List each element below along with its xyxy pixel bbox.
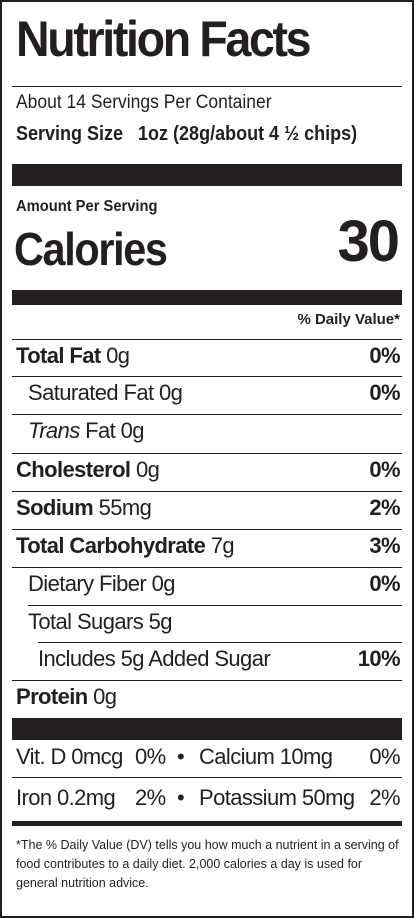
cholesterol-row: Cholesterol 0g	[16, 457, 160, 483]
added-sugars-dv: 10%	[357, 646, 401, 671]
cholesterol-amount: 0g	[135, 457, 160, 482]
trans-fat-rest: Fat 0g	[85, 418, 144, 443]
divider	[28, 605, 402, 606]
divider	[12, 529, 402, 530]
total-fat-label: Total Fat	[16, 343, 101, 368]
thick-divider	[12, 164, 402, 186]
total-fat-amount: 0g	[106, 343, 130, 368]
divider	[12, 777, 402, 778]
iron-dv: 2%	[135, 785, 166, 810]
serving-size: Serving Size 1oz (28g/about 4 ½ chips)	[16, 123, 357, 146]
total-carbohydrate-amount: 7g	[210, 533, 235, 558]
serving-size-value: 1oz (28g/about 4 ½ chips)	[138, 123, 358, 145]
footnote-divider	[12, 821, 402, 826]
divider	[12, 680, 402, 681]
servings-per-container: About 14 Servings Per Container	[16, 92, 272, 113]
calcium-dv: 0%	[369, 744, 400, 769]
divider	[12, 567, 402, 568]
total-carbohydrate-row: Total Carbohydrate 7g	[16, 533, 235, 559]
total-carbohydrate-dv: 3%	[369, 533, 400, 558]
dietary-fiber-label: Dietary Fiber 0g	[28, 571, 176, 596]
total-fat-dv: 0%	[369, 343, 400, 368]
divider	[12, 414, 402, 415]
divider	[12, 491, 402, 492]
sodium-row: Sodium 55mg	[16, 495, 152, 521]
added-sugars-label: Includes 5g Added Sugar	[38, 646, 271, 671]
cholesterol-label: Cholesterol	[16, 457, 131, 482]
thick-divider	[12, 718, 402, 740]
daily-value-header: % Daily Value*	[297, 311, 400, 328]
serving-size-label: Serving Size	[16, 123, 124, 145]
calories-label: Calories	[14, 223, 168, 275]
vit-d-dv: 0%	[135, 744, 166, 769]
saturated-fat-dv: 0%	[369, 380, 400, 405]
protein-label: Protein	[16, 684, 88, 709]
divider	[12, 339, 402, 340]
calories-value: 30	[337, 209, 399, 274]
panel-title: Nutrition Facts	[16, 11, 312, 67]
potassium-dv: 2%	[369, 785, 400, 810]
amount-per-serving: Amount Per Serving	[16, 198, 158, 215]
sodium-dv: 2%	[369, 495, 400, 520]
divider	[12, 453, 402, 454]
vit-d: Vit. D 0mcg	[16, 744, 123, 769]
trans-fat-row: Trans Fat 0g	[28, 418, 145, 444]
total-carbohydrate-label: Total Carbohydrate	[16, 533, 206, 558]
medium-divider	[12, 290, 402, 305]
protein-amount: 0g	[93, 684, 117, 709]
total-fat-row: Total Fat 0g	[16, 343, 130, 369]
divider	[12, 376, 402, 377]
divider	[12, 86, 402, 87]
calcium: Calcium 10mg	[199, 744, 333, 769]
bullet-separator: •	[177, 744, 185, 769]
potassium: Potassium 50mg	[199, 785, 355, 810]
sodium-amount: 55mg	[98, 495, 152, 520]
divider	[38, 642, 402, 643]
dietary-fiber-dv: 0%	[369, 571, 400, 596]
sodium-label: Sodium	[16, 495, 94, 520]
total-sugars-label: Total Sugars 5g	[28, 609, 172, 634]
trans-fat-italic: Trans	[28, 418, 80, 443]
footnote: *The % Daily Value (DV) tells you how mu…	[16, 838, 399, 890]
cholesterol-dv: 0%	[369, 457, 400, 482]
iron: Iron 0.2mg	[16, 785, 116, 810]
bullet-separator: •	[177, 785, 185, 810]
protein-row: Protein 0g	[16, 684, 117, 710]
saturated-fat-label: Saturated Fat 0g	[28, 380, 183, 405]
